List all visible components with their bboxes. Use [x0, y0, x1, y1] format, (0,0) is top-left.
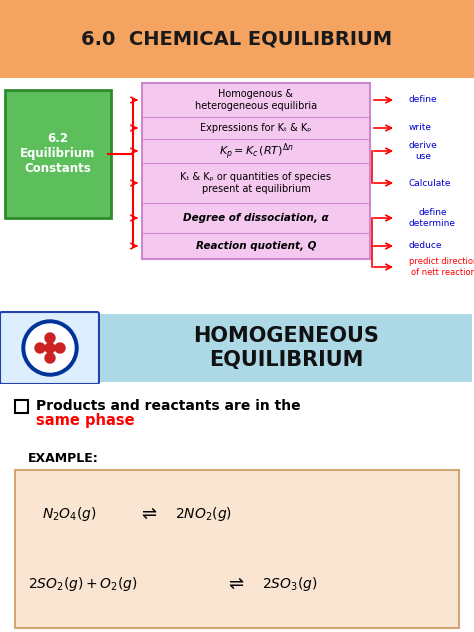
FancyBboxPatch shape: [100, 314, 472, 382]
Circle shape: [55, 343, 65, 353]
FancyBboxPatch shape: [0, 78, 474, 316]
FancyBboxPatch shape: [0, 312, 474, 384]
Text: $N_2O_4(g)$: $N_2O_4(g)$: [42, 505, 97, 523]
Circle shape: [45, 353, 55, 363]
FancyBboxPatch shape: [0, 0, 474, 78]
Text: EXAMPLE:: EXAMPLE:: [28, 452, 99, 465]
Text: Kₜ & Kₚ or quantities of species
present at equilibrium: Kₜ & Kₚ or quantities of species present…: [181, 172, 331, 194]
Text: $2SO_2(g) + O_2(g)$: $2SO_2(g) + O_2(g)$: [28, 574, 138, 593]
Circle shape: [35, 343, 45, 353]
Text: $K_p = K_c\,(RT)^{\Delta n}$: $K_p = K_c\,(RT)^{\Delta n}$: [219, 140, 293, 162]
FancyBboxPatch shape: [0, 384, 474, 632]
Circle shape: [26, 324, 74, 372]
Text: HOMOGENEOUS
EQUILIBRIUM: HOMOGENEOUS EQUILIBRIUM: [193, 326, 379, 370]
Text: Calculate: Calculate: [409, 178, 452, 188]
Text: define: define: [409, 95, 438, 104]
Text: Homogenous &
heterogeneous equilibria: Homogenous & heterogeneous equilibria: [195, 89, 317, 111]
Text: Products and reactants are in the: Products and reactants are in the: [36, 399, 301, 413]
Text: Degree of dissociation, α: Degree of dissociation, α: [183, 213, 329, 223]
Circle shape: [22, 320, 78, 376]
Text: predict direction
of nett reaction: predict direction of nett reaction: [409, 257, 474, 277]
FancyBboxPatch shape: [15, 400, 28, 413]
Text: deduce: deduce: [409, 241, 443, 250]
Text: $\rightleftharpoons$: $\rightleftharpoons$: [225, 574, 245, 593]
Circle shape: [45, 343, 55, 353]
Text: same phase: same phase: [36, 413, 135, 428]
Text: 6.0  CHEMICAL EQUILIBRIUM: 6.0 CHEMICAL EQUILIBRIUM: [82, 30, 392, 49]
Circle shape: [45, 333, 55, 343]
Text: write: write: [409, 123, 432, 133]
Text: derive
use: derive use: [409, 142, 438, 161]
Text: $2NO_2(g)$: $2NO_2(g)$: [175, 505, 232, 523]
Text: Expressions for Kₜ & Kₚ: Expressions for Kₜ & Kₚ: [201, 123, 312, 133]
Text: define
determine: define determine: [409, 209, 456, 228]
FancyBboxPatch shape: [142, 83, 370, 259]
Text: 6.2
Equilibrium
Constants: 6.2 Equilibrium Constants: [20, 133, 96, 176]
FancyBboxPatch shape: [5, 90, 111, 218]
Text: $\rightleftharpoons$: $\rightleftharpoons$: [138, 505, 158, 523]
Text: Reaction quotient, Q: Reaction quotient, Q: [196, 241, 316, 251]
Text: $2SO_3(g)$: $2SO_3(g)$: [262, 574, 318, 593]
FancyBboxPatch shape: [15, 470, 459, 628]
FancyBboxPatch shape: [0, 312, 99, 384]
